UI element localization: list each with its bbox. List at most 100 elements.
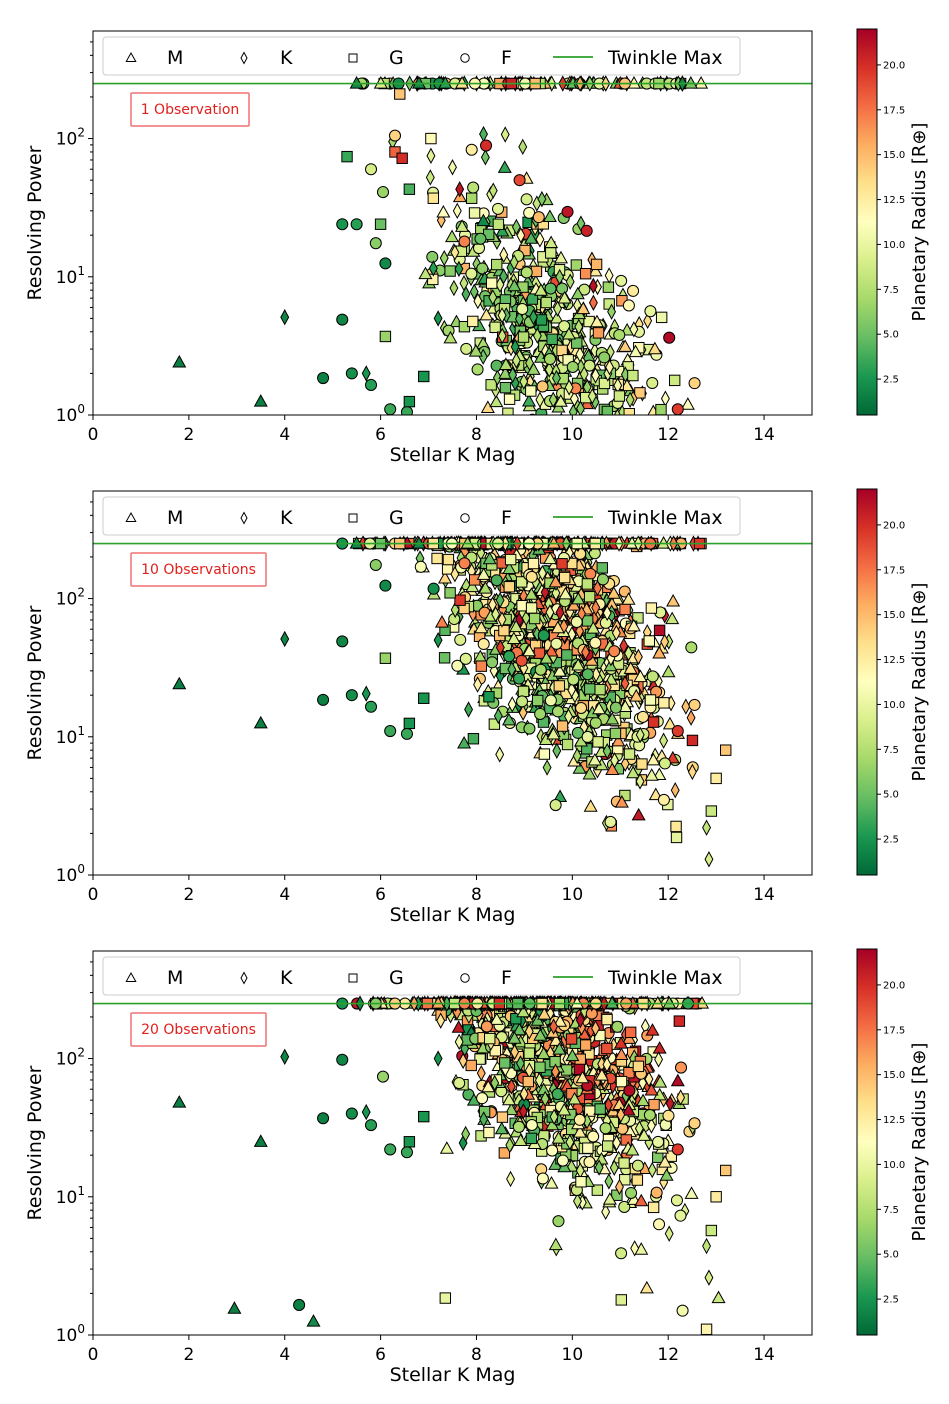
data-point-2: [227, 1301, 242, 1314]
data-point: [609, 1159, 619, 1176]
data-point: [624, 1026, 637, 1039]
data-point-24: [688, 1117, 701, 1130]
data-point: [565, 273, 575, 290]
data-point: [454, 633, 467, 646]
colorbar-tick-label: 17.5: [883, 1025, 905, 1036]
data-point: [502, 561, 517, 574]
x-tick-label: 12: [657, 885, 679, 905]
data-point: [670, 1073, 685, 1087]
data-point: [634, 1193, 649, 1207]
data-point: [613, 408, 621, 415]
data-point: [499, 268, 509, 285]
data-point-10: [345, 1107, 358, 1120]
data-point-31: [700, 1323, 713, 1335]
x-tick-label: 0: [88, 1345, 99, 1365]
data-point: [507, 1031, 522, 1044]
data-point-30: [720, 1164, 732, 1177]
data-point: [609, 701, 622, 714]
y-axis-label: Resolving Power: [24, 605, 46, 760]
legend-label: G: [389, 47, 404, 69]
data-point: [497, 160, 512, 173]
data-point: [584, 683, 596, 695]
data-point: [659, 732, 669, 749]
data-point: [631, 1159, 644, 1172]
data-point-45: [480, 139, 493, 152]
y-tick-label: 100: [56, 862, 85, 886]
data-point: [623, 1084, 636, 1097]
data-point-33: [704, 851, 714, 868]
data-point: [523, 1047, 535, 1059]
data-point: [548, 1033, 563, 1046]
data-point-26: [458, 557, 471, 570]
x-tick-label: 0: [88, 425, 99, 445]
data-point: [574, 318, 584, 336]
data-point-10: [364, 700, 378, 713]
data-point: [660, 390, 670, 407]
data-point: [476, 213, 491, 227]
legend-box: [102, 36, 741, 76]
colorbar-label: Planetary Radius [R⊕]: [909, 1043, 930, 1242]
data-point: [589, 716, 602, 729]
data-point: [518, 704, 528, 721]
data-point: [620, 755, 630, 772]
y-tick-label: 101: [56, 724, 85, 748]
data-point-13: [364, 378, 378, 391]
data-point: [548, 391, 558, 408]
data-point: [436, 1012, 446, 1029]
data-point: [655, 403, 667, 415]
data-point: [570, 615, 583, 628]
data-point: [474, 1053, 486, 1065]
data-point: [509, 619, 524, 633]
colorbar-tick-label: 2.5: [883, 835, 899, 846]
data-point: [572, 1192, 582, 1210]
data-point: [509, 254, 519, 271]
data-point: [502, 1092, 517, 1106]
data-point: [425, 169, 435, 186]
data-point: [546, 1144, 559, 1157]
x-tick-label: 12: [657, 1345, 679, 1365]
data-point: [516, 695, 529, 708]
y-tick-label: 100: [56, 1322, 85, 1346]
data-point: [414, 560, 427, 573]
data-point: [619, 603, 631, 616]
data-point: [657, 1155, 672, 1168]
data-point: [537, 190, 547, 208]
data-point: [594, 1029, 606, 1042]
data-point: [545, 604, 555, 621]
data-point: [505, 1136, 515, 1154]
data-point: [579, 267, 592, 280]
data-point: [528, 308, 538, 326]
data-point: [631, 1174, 644, 1186]
data-point-27: [403, 395, 416, 408]
x-tick-label: 4: [279, 425, 290, 445]
observation-annotation: 20 Observations: [130, 1012, 267, 1047]
data-point: [557, 1102, 572, 1116]
data-point: [588, 294, 598, 311]
data-point: [635, 726, 645, 744]
data-point: [373, 76, 388, 89]
data-point-17: [400, 1146, 413, 1159]
data-point: [450, 601, 460, 619]
data-point-5: [293, 1298, 306, 1311]
data-point: [483, 691, 495, 703]
data-point: [525, 1132, 538, 1145]
data-point: [632, 1060, 645, 1073]
data-point: [510, 1043, 520, 1061]
data-point: [680, 397, 695, 410]
data-point: [652, 645, 667, 659]
data-point: [516, 303, 529, 316]
data-point: [525, 602, 538, 614]
data-point-36: [705, 805, 718, 817]
data-point: [503, 581, 515, 593]
data-point: [645, 602, 658, 614]
legend-label: Twinkle Max: [607, 47, 723, 69]
data-point: [662, 716, 677, 730]
x-tick-label: 10: [562, 885, 584, 905]
data-point: [507, 696, 517, 713]
data-point: [581, 743, 593, 755]
data-point: [481, 1079, 496, 1093]
data-point: [556, 344, 568, 357]
data-point: [591, 1184, 604, 1196]
data-point: [518, 1103, 528, 1120]
data-point: [533, 647, 546, 659]
